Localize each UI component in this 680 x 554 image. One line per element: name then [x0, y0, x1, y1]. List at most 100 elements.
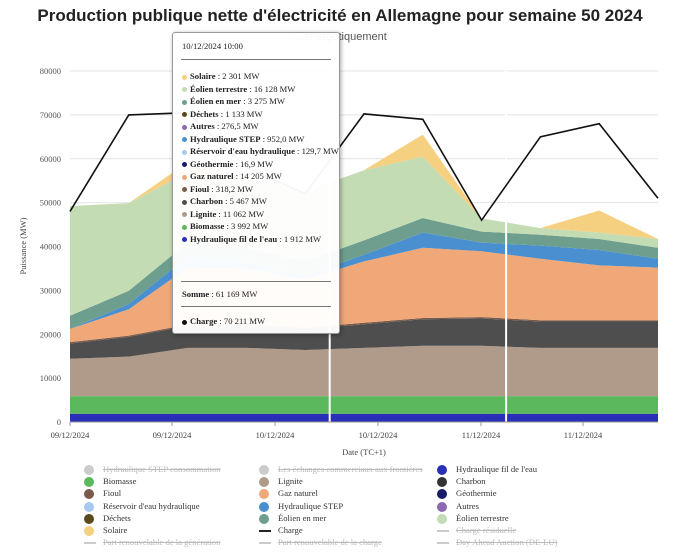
legend-label: Les échanges commerciaux aux frontières: [278, 464, 423, 474]
legend-item[interactable]: Hydraulique STEP consommation: [84, 464, 221, 476]
legend-item[interactable]: Les échanges commerciaux aux frontières: [259, 464, 423, 476]
tooltip-series-name: Charge: [190, 316, 218, 326]
legend-dot-icon: [84, 477, 94, 488]
tooltip-row: Géothermie : 16,9 MW: [182, 159, 273, 169]
tooltip-series-name: Biomasse: [190, 221, 225, 231]
tooltip-series-value: : 129,7 MW: [294, 146, 339, 156]
legend-label: Day Ahead Auction (DE-LU): [456, 537, 558, 548]
legend-dot-icon: [437, 465, 447, 476]
legend-item[interactable]: Déchets: [84, 513, 131, 524]
legend-label: Réservoir d'eau hydraulique: [103, 500, 200, 511]
legend-item[interactable]: Part renouvelable de la charge: [259, 537, 382, 547]
tooltip-series-value: : 1 912 MW: [277, 233, 322, 244]
tooltip-row: Réservoir d'eau hydraulique : 129,7 MW: [182, 146, 339, 156]
tooltip-sum: Somme : 61 169 MW: [182, 289, 258, 299]
tooltip-series-value: : 276,5 MW: [214, 121, 259, 131]
legend-label: Éolien en mer: [278, 512, 327, 523]
legend-dot-icon: [84, 526, 94, 537]
legend-item[interactable]: Charbon: [437, 476, 486, 488]
tooltip-series-value: : 318,2 MW: [209, 183, 254, 194]
tooltip-series-value: : 3 992 MW: [224, 221, 269, 231]
tooltip-series-name: Géothermie: [190, 158, 234, 169]
legend-label: Part renouvelable de la charge: [278, 537, 382, 548]
tooltip-divider: [181, 281, 331, 282]
legend-item[interactable]: Éolien terrestre: [437, 513, 509, 524]
series-dot-icon: [182, 199, 187, 205]
y-tick-label: 0: [57, 417, 61, 427]
legend-item[interactable]: Hydraulique fil de l'eau: [437, 464, 537, 476]
legend-dot-icon: [84, 465, 94, 476]
tooltip-row: Solaire : 2 301 MW: [182, 71, 260, 81]
legend-item[interactable]: Réservoir d'eau hydraulique: [84, 500, 200, 512]
tooltip-row: Éolien en mer : 3 275 MW: [182, 96, 285, 106]
legend-label: Autres: [456, 500, 479, 511]
legend-dot-icon: [84, 489, 94, 500]
tooltip-series-name: Réservoir d'eau hydraulique: [190, 146, 295, 156]
legend-label: Hydraulique STEP: [278, 500, 344, 511]
series-dot-icon: [182, 74, 187, 80]
legend-dot-icon: [84, 513, 94, 524]
tooltip-series-name: Charbon: [190, 196, 223, 206]
tooltip-series-value: : 14 205 MW: [233, 171, 282, 181]
x-tick-label: 10/12/2024: [359, 430, 398, 440]
tooltip-series-name: Déchets: [190, 108, 219, 119]
legend-dot-icon: [259, 501, 269, 512]
tooltip-series-value: : 70 211 MW: [217, 316, 266, 326]
legend-label: Lignite: [278, 476, 303, 487]
charge-line: [69, 111, 659, 222]
series-dot-icon: [182, 124, 187, 130]
legend-item[interactable]: Géothermie: [437, 488, 497, 500]
tooltip-series-name: Lignite: [190, 208, 217, 219]
legend-item[interactable]: Day Ahead Auction (DE-LU): [437, 537, 557, 547]
legend-label: Gaz naturel: [278, 488, 318, 499]
tooltip: 10/12/2024 10:00 Solaire : 2 301 MW Éolie…: [172, 32, 340, 334]
legend-item[interactable]: Hydraulique STEP: [259, 500, 344, 512]
legend-item[interactable]: Part renouvelable de la génération: [84, 537, 220, 547]
legend: Hydraulique STEP consommation Les échange…: [0, 462, 680, 552]
legend-label: Géothermie: [456, 488, 497, 499]
tooltip-row: Fioul : 318,2 MW: [182, 184, 253, 194]
tooltip-series-value: : 11 062 MW: [216, 208, 265, 219]
legend-dot-icon: [259, 477, 269, 488]
legend-dot-icon: [259, 513, 269, 524]
tooltip-series-value: : 3 275 MW: [241, 96, 285, 106]
legend-item[interactable]: Charge: [259, 525, 303, 535]
tooltip-row: Hydraulique STEP : 952,0 MW: [182, 134, 304, 144]
legend-line-icon: [437, 542, 449, 545]
tooltip-series-name: Éolien en mer: [190, 96, 242, 106]
legend-item[interactable]: Lignite: [259, 476, 303, 488]
tooltip-series-name: Solaire: [190, 71, 216, 81]
legend-line-icon: [437, 530, 449, 533]
tooltip-row: Gaz naturel : 14 205 MW: [182, 171, 282, 181]
tooltip-series-name: Fioul: [190, 183, 210, 194]
legend-item[interactable]: Charge résiduelle: [437, 525, 516, 535]
legend-label: Part renouvelable de la génération: [103, 537, 221, 548]
legend-item[interactable]: Fioul: [84, 488, 121, 500]
legend-dot-icon: [437, 501, 447, 512]
legend-item[interactable]: Autres: [437, 500, 479, 512]
series-dot-icon: [182, 162, 187, 168]
legend-line-icon: [259, 530, 271, 533]
area-hydraulique-fil-de-l-eau: [70, 413, 658, 422]
legend-line-icon: [259, 542, 271, 545]
tooltip-row: Charbon : 5 467 MW: [182, 196, 267, 206]
tooltip-divider: [181, 306, 331, 307]
tooltip-series-value: : 2 301 MW: [215, 71, 260, 81]
tooltip-series-value: : 952,0 MW: [260, 133, 305, 144]
legend-label: Solaire: [103, 525, 128, 535]
tooltip-series-value: : 16 128 MW: [247, 83, 296, 94]
y-tick-label: 70000: [40, 110, 61, 120]
area-solaire: [70, 134, 658, 239]
legend-item[interactable]: Gaz naturel: [259, 488, 318, 500]
series-dot-icon: [182, 87, 187, 93]
tooltip-divider: [181, 59, 331, 60]
chart-area[interactable]: 0 10000 20000 30000 40000 50000 60000 70000 8000…: [0, 0, 680, 462]
legend-item[interactable]: Solaire: [84, 525, 128, 537]
tooltip-series-value: : 16,9 MW: [233, 158, 274, 169]
legend-item[interactable]: Éolien en mer: [259, 512, 327, 524]
legend-label: Charge résiduelle: [456, 525, 517, 535]
legend-item[interactable]: Biomasse: [84, 476, 137, 488]
tooltip-charge: Charge : 70 211 MW: [182, 316, 265, 326]
y-tick-label: 60000: [40, 154, 61, 164]
legend-label: Biomasse: [103, 476, 137, 487]
